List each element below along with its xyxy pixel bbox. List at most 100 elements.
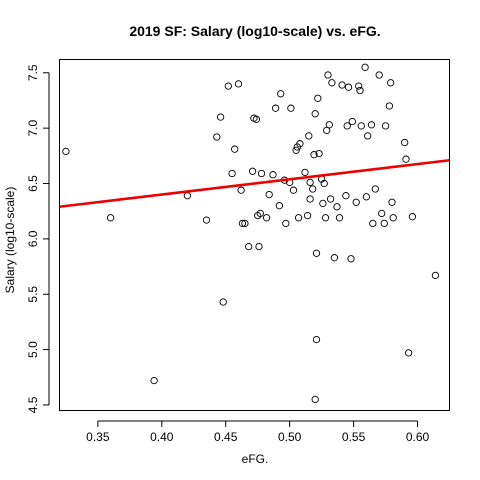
data-point — [228, 169, 236, 178]
data-point — [314, 94, 322, 102]
data-point — [312, 335, 321, 344]
data-point — [315, 149, 323, 158]
data-point — [213, 133, 221, 141]
data-point — [292, 146, 300, 154]
data-point — [321, 214, 330, 222]
data-point — [256, 209, 264, 218]
data-point — [312, 249, 321, 257]
y-axis-label: Salary (log10-scale) — [3, 187, 17, 294]
data-point — [361, 63, 369, 71]
data-point — [306, 178, 314, 187]
data-point — [389, 214, 397, 222]
data-point — [150, 376, 158, 385]
y-tick-label: 7.5 — [26, 64, 40, 81]
data-point — [367, 121, 376, 129]
data-point — [431, 271, 440, 280]
x-tick-label: 0.55 — [342, 430, 366, 444]
data-point — [310, 151, 318, 159]
data-point — [335, 214, 344, 222]
data-point — [364, 132, 372, 140]
data-point — [202, 216, 211, 224]
data-points — [62, 63, 440, 404]
data-point — [255, 242, 263, 251]
data-point — [248, 167, 257, 175]
data-point — [289, 186, 298, 194]
data-point — [245, 242, 253, 251]
data-point — [325, 121, 333, 129]
data-point — [303, 211, 312, 220]
data-point — [296, 140, 304, 148]
data-point — [257, 169, 266, 178]
data-point — [342, 192, 350, 200]
data-point — [385, 102, 394, 110]
data-point — [237, 186, 245, 194]
x-tick-label: 0.40 — [150, 430, 174, 444]
data-point — [356, 86, 364, 95]
data-point — [381, 122, 390, 130]
x-axis: 0.35 0.40 0.45 0.50 0.55 0.60 — [86, 420, 430, 444]
x-tick-label: 0.45 — [214, 430, 238, 444]
y-tick-label: 6.5 — [26, 175, 40, 192]
data-point — [388, 198, 396, 206]
data-point — [309, 185, 317, 193]
chart-title: 2019 SF: Salary (log10-scale) vs. eFG. — [129, 23, 380, 39]
data-point — [380, 219, 388, 228]
regression-line — [59, 158, 450, 209]
y-tick-label: 5.0 — [26, 341, 40, 358]
data-point — [355, 82, 363, 90]
data-point — [238, 219, 247, 228]
x-tick-label: 0.60 — [406, 430, 430, 444]
y-tick-label: 6.0 — [26, 230, 40, 247]
regression-line-group — [59, 158, 450, 209]
data-point — [352, 198, 360, 206]
data-point — [326, 195, 335, 203]
data-point — [311, 395, 319, 404]
data-point — [241, 219, 249, 228]
data-point — [387, 79, 395, 87]
data-point — [338, 81, 346, 89]
data-point — [282, 219, 290, 228]
data-point — [402, 155, 410, 163]
data-point — [324, 71, 332, 79]
data-point — [330, 254, 339, 262]
data-point — [347, 255, 355, 263]
data-point — [269, 171, 277, 179]
y-axis: 4.5 5.0 5.5 6.0 6.5 7.0 7.5 — [26, 64, 50, 413]
data-point — [311, 110, 319, 118]
data-point — [378, 209, 386, 218]
data-point — [224, 82, 232, 90]
data-point — [375, 71, 383, 79]
data-point — [344, 83, 353, 91]
data-point — [333, 203, 341, 211]
data-point — [408, 213, 417, 221]
x-tick-label: 0.50 — [278, 430, 302, 444]
data-point — [106, 214, 115, 222]
y-tick-label: 5.5 — [26, 286, 40, 303]
data-point — [369, 219, 377, 228]
data-point — [219, 298, 227, 306]
data-point — [343, 122, 351, 130]
data-point — [275, 202, 284, 210]
data-point — [271, 104, 280, 112]
data-point — [294, 214, 303, 222]
data-point — [265, 190, 273, 199]
y-tick-label: 7.0 — [26, 119, 40, 136]
data-point — [252, 115, 261, 123]
x-axis-label: eFG. — [242, 452, 269, 466]
data-point — [277, 90, 285, 98]
data-point — [357, 122, 365, 130]
x-tick-label: 0.35 — [86, 430, 110, 444]
plot-frame — [59, 59, 450, 411]
data-point — [62, 147, 70, 156]
data-point — [371, 185, 379, 193]
data-point — [301, 168, 309, 177]
data-point — [320, 179, 328, 188]
data-point — [348, 117, 356, 126]
data-point — [254, 211, 262, 220]
data-point — [404, 349, 413, 357]
data-point — [362, 193, 371, 201]
data-point — [234, 80, 243, 88]
data-point — [305, 132, 313, 140]
